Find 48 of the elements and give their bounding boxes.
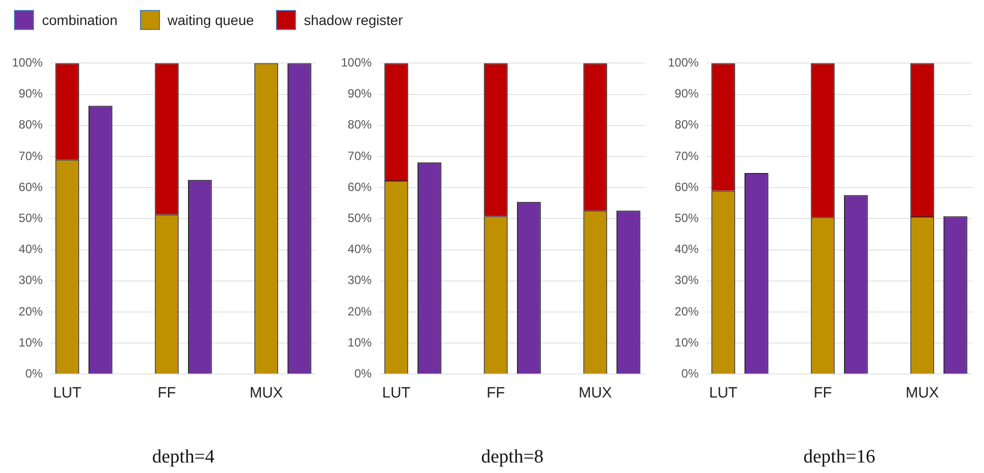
x-tick-label: FF [158,384,176,402]
legend-label: waiting queue [168,12,254,28]
x-tick-label: LUT [709,384,738,402]
y-tick-label: 20% [348,304,372,318]
y-tick-label: 40% [348,242,372,256]
y-tick-label: 30% [18,273,44,288]
y-tick-label: 80% [348,118,372,132]
x-tick-label: MUX [906,384,939,402]
y-tick-label: 0% [681,366,700,381]
x-tick-label: MUX [250,384,283,402]
y-tick-label: 90% [674,86,700,101]
x-tick-label: LUT [53,384,82,402]
y-tick-label: 0% [25,366,44,381]
y-tick-label: 90% [348,86,372,101]
y-tick-label: 40% [18,242,44,256]
y-tick-label: 70% [348,148,372,163]
y-tick-label: 70% [674,148,700,163]
x-tick-label: LUT [382,384,410,402]
y-tick-label: 10% [674,335,700,350]
x-tick-label: FF [486,384,505,402]
x-tick-label: MUX [578,384,612,402]
y-tick-label: 40% [674,242,700,256]
y-tick-label: 50% [18,211,44,226]
y-tick-label: 10% [348,335,372,350]
x-axis-title: depth=16 [803,446,876,468]
y-tick-label: 50% [674,211,700,226]
legend-label: combination [42,12,118,28]
y-tick-label: 100% [340,56,372,70]
y-tick-label: 100% [12,56,44,70]
y-tick-label: 100% [668,56,700,70]
x-tick-label: FF [814,384,832,402]
y-tick-label: 90% [18,86,44,101]
x-axis-title: depth=8 [481,446,544,468]
y-tick-label: 30% [348,273,372,288]
y-tick-label: 30% [674,273,700,288]
y-tick-label: 50% [348,211,372,226]
y-tick-label: 60% [674,180,700,194]
y-tick-label: 60% [18,180,44,194]
y-tick-label: 20% [674,304,700,318]
y-tick-label: 0% [354,366,372,381]
y-tick-label: 80% [674,118,700,132]
legend-label: shadow register [304,12,403,28]
y-tick-label: 70% [18,148,44,163]
y-tick-label: 60% [348,180,372,194]
y-tick-label: 10% [18,335,44,350]
x-axis-title: depth=4 [152,446,216,468]
y-tick-label: 80% [18,118,44,132]
y-tick-label: 20% [18,304,44,318]
